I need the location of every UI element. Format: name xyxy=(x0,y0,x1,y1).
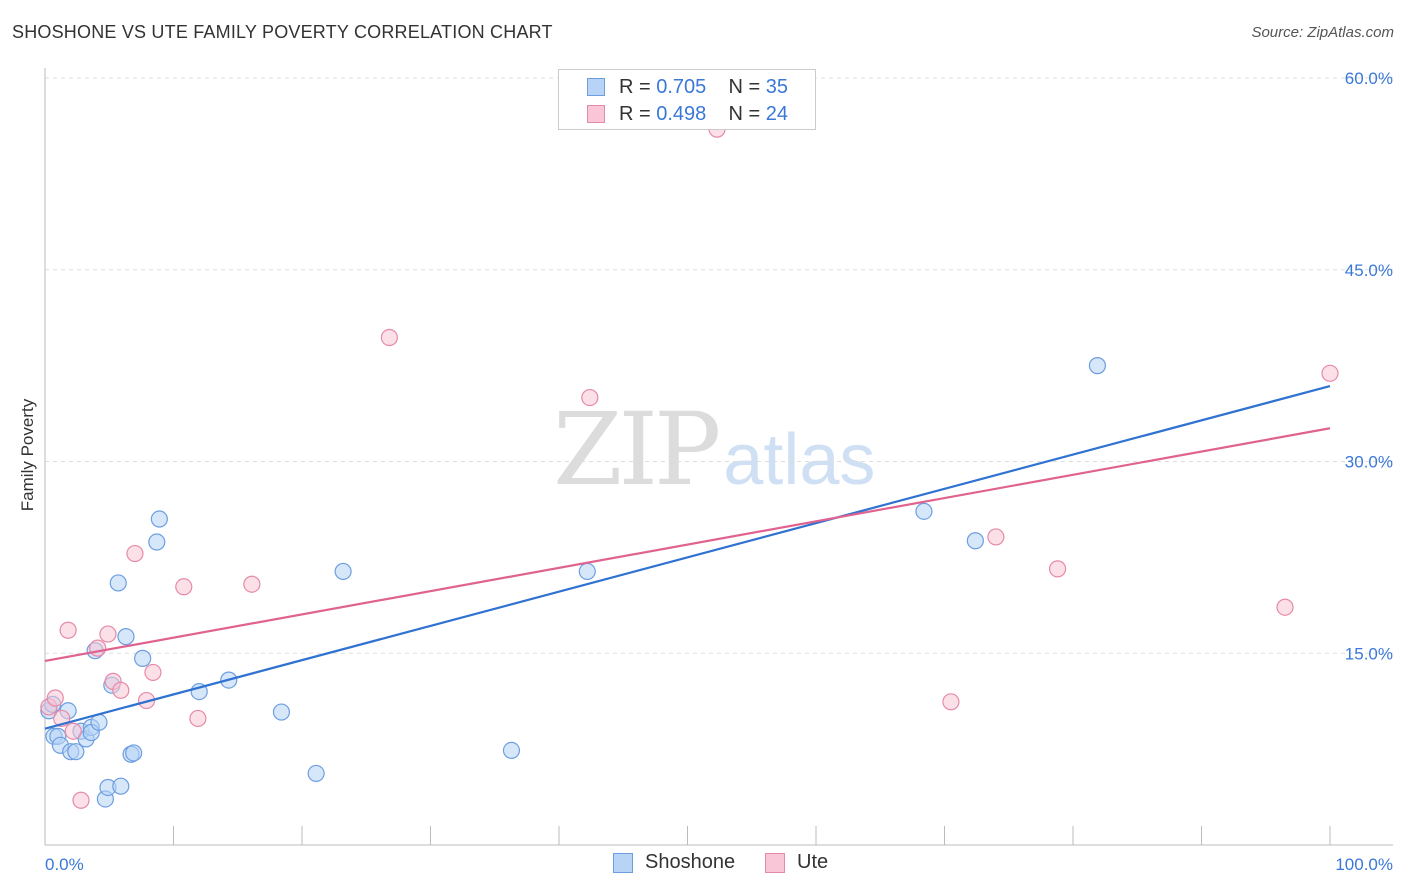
tick-labels: 15.0% 30.0% 45.0% 60.0% 0.0% 100.0% xyxy=(45,69,1393,874)
point-shoshone xyxy=(134,649,152,667)
point-ute xyxy=(46,689,64,707)
gridlines xyxy=(45,77,1393,654)
bottom-legend-label-ute: Ute xyxy=(797,851,829,873)
point-shoshone xyxy=(307,764,325,783)
point-shoshone xyxy=(150,510,168,528)
n-label: N = xyxy=(728,103,766,125)
point-shoshone xyxy=(125,744,143,762)
point-ute xyxy=(1276,598,1294,616)
point-shoshone xyxy=(915,502,933,520)
x-tick-label-max: 100.0% xyxy=(1335,855,1393,874)
point-ute xyxy=(126,544,144,563)
correlation-legend: R = 0.705 N = 35 R = 0.498 N = 24 xyxy=(558,69,816,130)
point-ute xyxy=(1321,364,1339,382)
y-tick-label: 15.0% xyxy=(1345,644,1393,663)
point-shoshone xyxy=(578,562,596,581)
point-shoshone xyxy=(148,533,166,551)
legend-swatch-ute xyxy=(587,105,605,123)
chart-title: SHOSHONE VS UTE FAMILY POVERTY CORRELATI… xyxy=(12,22,553,42)
point-shoshone xyxy=(112,777,130,795)
point-ute xyxy=(189,709,207,728)
point-ute xyxy=(59,621,77,639)
y-tick-label: 30.0% xyxy=(1345,453,1393,472)
watermark: ZIPatlas xyxy=(553,400,875,500)
point-ute xyxy=(581,388,599,407)
trend-line-ute xyxy=(44,427,1331,663)
trend-lines xyxy=(44,385,1331,730)
watermark-zip: ZIP xyxy=(553,391,721,508)
point-shoshone xyxy=(272,703,291,721)
point-ute xyxy=(380,328,398,347)
point-ute xyxy=(144,663,162,682)
r-label: R = xyxy=(619,76,657,98)
point-ute xyxy=(987,528,1005,546)
point-ute xyxy=(64,722,82,740)
point-shoshone xyxy=(67,743,85,761)
r-value: 0.498 xyxy=(656,103,707,125)
bottom-legend-swatch-ute xyxy=(765,853,785,873)
n-value: 24 xyxy=(765,103,789,125)
point-ute xyxy=(72,791,90,809)
legend-swatch-shoshone xyxy=(587,78,605,96)
point-ute xyxy=(1048,560,1067,578)
source-label: Source: ZipAtlas.com xyxy=(1251,24,1394,41)
point-shoshone xyxy=(334,562,352,581)
r-value: 0.705 xyxy=(656,76,707,98)
trend-line-shoshone xyxy=(44,385,1331,730)
bottom-legend-swatch-shoshone xyxy=(613,853,633,873)
data-points xyxy=(40,120,1339,809)
x-tick-label-min: 0.0% xyxy=(45,855,84,874)
watermark-atlas: atlas xyxy=(723,420,876,500)
n-label: N = xyxy=(728,76,766,98)
point-ute xyxy=(243,575,261,593)
axes xyxy=(44,68,1393,846)
bottom-legend-label-shoshone: Shoshone xyxy=(645,851,736,873)
y-tick-label: 60.0% xyxy=(1345,69,1393,88)
point-shoshone xyxy=(109,574,127,592)
point-ute xyxy=(175,578,193,596)
point-ute xyxy=(89,639,107,657)
point-ute xyxy=(99,625,117,643)
point-shoshone xyxy=(1088,357,1107,375)
point-ute xyxy=(942,693,960,711)
legend-stats-shoshone: R = 0.705 N = 35 xyxy=(619,76,788,99)
y-axis-label: Family Poverty xyxy=(18,398,37,512)
point-shoshone xyxy=(502,741,521,760)
point-ute xyxy=(112,681,130,699)
legend-stats-ute: R = 0.498 N = 24 xyxy=(619,103,788,126)
n-value: 35 xyxy=(765,76,789,98)
point-shoshone xyxy=(117,628,135,646)
r-label: R = xyxy=(619,103,657,125)
point-shoshone xyxy=(966,532,984,550)
y-tick-label: 45.0% xyxy=(1345,261,1393,280)
